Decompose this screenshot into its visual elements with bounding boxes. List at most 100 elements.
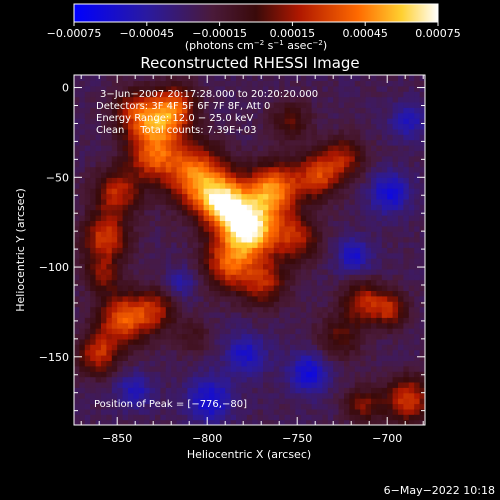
heatmap-cell bbox=[214, 75, 221, 81]
heatmap-cell bbox=[263, 268, 269, 275]
heatmap-cell bbox=[392, 295, 399, 302]
heatmap-cell bbox=[246, 247, 253, 254]
heatmap-cell bbox=[133, 414, 140, 421]
heatmap-cell bbox=[203, 338, 210, 345]
heatmap-cell bbox=[360, 376, 367, 383]
heatmap-cell bbox=[349, 171, 356, 178]
heatmap-cell bbox=[241, 241, 248, 248]
heatmap-cell bbox=[219, 85, 226, 92]
heatmap-cell bbox=[273, 150, 280, 157]
heatmap-cell bbox=[144, 317, 151, 324]
heatmap-cell bbox=[165, 408, 172, 415]
heatmap-cell bbox=[171, 371, 178, 378]
heatmap-cell bbox=[176, 188, 183, 195]
heatmap-cell bbox=[95, 349, 102, 356]
heatmap-cell bbox=[198, 371, 205, 378]
heatmap-cell bbox=[74, 392, 80, 399]
heatmap-cell bbox=[408, 355, 415, 361]
heatmap-cell bbox=[398, 118, 404, 125]
heatmap-cell bbox=[365, 241, 372, 248]
heatmap-cell bbox=[155, 387, 161, 394]
heatmap-cell bbox=[84, 101, 91, 108]
heatmap-cell bbox=[90, 290, 97, 297]
heatmap-cell bbox=[133, 355, 140, 361]
heatmap-cell bbox=[182, 96, 188, 103]
heatmap-cell bbox=[219, 241, 226, 248]
heatmap-cell bbox=[311, 204, 318, 211]
heatmap-cell bbox=[117, 75, 124, 81]
heatmap-cell bbox=[354, 209, 361, 216]
heatmap-cell bbox=[284, 241, 291, 248]
heatmap-cell bbox=[198, 279, 205, 286]
heatmap-cell bbox=[74, 290, 80, 297]
heatmap-cell bbox=[392, 236, 399, 243]
heatmap-cell bbox=[95, 171, 102, 178]
heatmap-cell bbox=[381, 419, 388, 425]
heatmap-cell bbox=[349, 408, 356, 415]
heatmap-cell bbox=[209, 414, 215, 421]
heatmap-cell bbox=[225, 241, 232, 248]
heatmap-cell bbox=[74, 311, 80, 318]
heatmap-cell bbox=[144, 365, 151, 372]
heatmap-cell bbox=[133, 268, 140, 275]
heatmap-cell bbox=[273, 333, 280, 340]
heatmap-cell bbox=[219, 258, 226, 265]
heatmap-cell bbox=[128, 344, 134, 351]
heatmap-cell bbox=[376, 403, 383, 410]
heatmap-cell bbox=[317, 360, 323, 367]
heatmap-cell bbox=[322, 317, 329, 324]
heatmap-cell bbox=[214, 403, 221, 410]
heatmap-cell bbox=[354, 322, 361, 329]
heatmap-cell bbox=[354, 344, 361, 351]
heatmap-cell bbox=[290, 387, 296, 394]
heatmap-cell bbox=[182, 295, 188, 302]
heatmap-cell bbox=[241, 328, 248, 335]
heatmap-cell bbox=[192, 295, 199, 302]
heatmap-cell bbox=[122, 365, 129, 372]
heatmap-cell bbox=[203, 381, 210, 388]
heatmap-cell bbox=[95, 91, 102, 98]
heatmap-cell bbox=[133, 279, 140, 286]
heatmap-cell bbox=[398, 107, 404, 114]
heatmap-cell bbox=[219, 290, 226, 297]
heatmap-cell bbox=[246, 338, 253, 345]
heatmap-cell bbox=[381, 204, 388, 211]
heatmap-cell bbox=[149, 322, 156, 329]
heatmap-cell bbox=[408, 236, 415, 243]
heatmap-cell bbox=[111, 155, 118, 162]
heatmap-cell bbox=[419, 328, 425, 335]
heatmap-cell bbox=[225, 263, 232, 270]
heatmap-cell bbox=[144, 371, 151, 378]
heatmap-cell bbox=[133, 80, 140, 87]
x-tick-label: −700 bbox=[372, 432, 402, 445]
heatmap-cell bbox=[241, 145, 248, 151]
heatmap-cell bbox=[419, 225, 425, 232]
heatmap-cell bbox=[263, 220, 269, 227]
heatmap-cell bbox=[106, 285, 113, 291]
heatmap-cell bbox=[182, 338, 188, 345]
heatmap-cell bbox=[203, 408, 210, 415]
heatmap-cell bbox=[165, 387, 172, 394]
heatmap-cell bbox=[327, 193, 334, 200]
heatmap-cell bbox=[209, 85, 215, 92]
heatmap-cell bbox=[257, 155, 264, 162]
heatmap-cell bbox=[182, 236, 188, 243]
heatmap-cell bbox=[268, 311, 275, 318]
heatmap-cell bbox=[257, 150, 264, 157]
heatmap-cell bbox=[79, 408, 86, 415]
heatmap-cell bbox=[111, 252, 118, 259]
heatmap-cell bbox=[128, 279, 134, 286]
heatmap-cell bbox=[408, 161, 415, 168]
heatmap-cell bbox=[273, 355, 280, 361]
heatmap-cell bbox=[171, 198, 178, 205]
heatmap-cell bbox=[398, 371, 404, 378]
heatmap-cell bbox=[171, 134, 178, 141]
heatmap-cell bbox=[284, 177, 291, 184]
heatmap-cell bbox=[128, 198, 134, 205]
heatmap-cell bbox=[198, 365, 205, 372]
heatmap-cell bbox=[257, 360, 264, 367]
heatmap-cell bbox=[128, 215, 134, 221]
heatmap-cell bbox=[79, 231, 86, 238]
heatmap-cell bbox=[387, 328, 394, 335]
heatmap-cell bbox=[419, 398, 425, 405]
